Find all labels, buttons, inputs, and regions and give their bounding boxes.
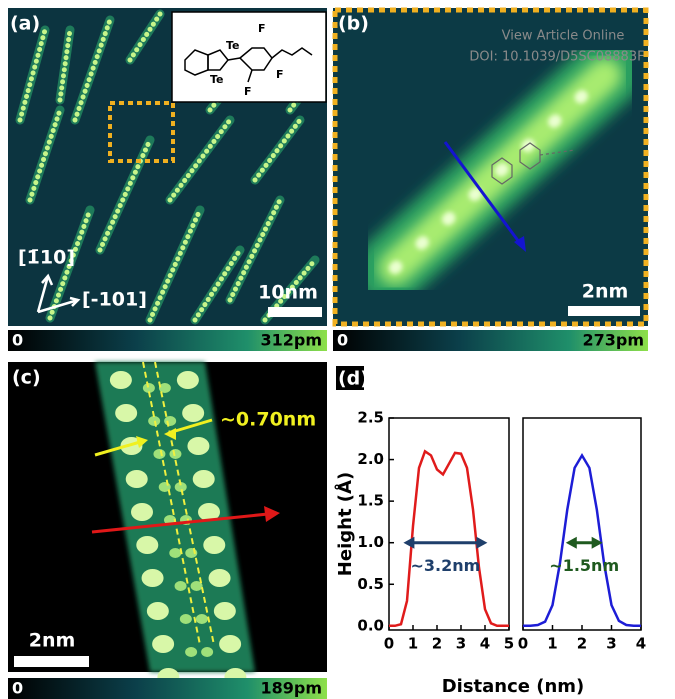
bead [153, 449, 165, 459]
bead [201, 647, 213, 657]
bead [177, 371, 199, 389]
bead [214, 602, 236, 620]
panel-label: (a) [10, 13, 40, 35]
x-tick-label: 4 [636, 635, 646, 653]
scale-bar [268, 307, 322, 317]
atom-label: Te [210, 73, 224, 86]
y-axis-label: Height (Å) [333, 472, 356, 576]
bead [193, 470, 215, 488]
bead [169, 548, 181, 558]
x-tick-label: 2 [432, 635, 442, 653]
atom-label: F [258, 22, 266, 35]
bead [219, 635, 241, 653]
bead [182, 404, 204, 422]
direction-label: [-101] [82, 289, 147, 311]
y-tick-label: 0.5 [357, 575, 384, 593]
panel-c: ~0.70nm (c) 2nm 0 189pm [8, 362, 327, 699]
direction-label: [1̄10] [18, 247, 75, 269]
scale-bar-label: 2nm [29, 630, 76, 652]
width-label: ~3.2nm [410, 556, 480, 575]
x-tick-label: 5 [504, 635, 514, 653]
bead [115, 404, 137, 422]
panel-label: (c) [12, 367, 41, 389]
panel-a: Te Te F F F (a) [1̄10] [-101] 10nm 0 312… [8, 8, 327, 351]
bead [209, 569, 231, 587]
width-label: ~1.5nm [549, 556, 619, 575]
scale-bar-label: 2nm [582, 281, 629, 303]
panel-label: (b) [338, 13, 369, 35]
colorbar-max: 189pm [260, 679, 322, 698]
plot-frame [523, 418, 641, 630]
scale-bar-label: 10nm [258, 282, 318, 304]
x-tick-label: 1 [547, 635, 557, 653]
bead [152, 635, 174, 653]
watermark: DOI: 10.1039/D5SC08883F [469, 50, 644, 65]
atom-label: F [276, 68, 284, 81]
bead [142, 569, 164, 587]
x-axis-label: Distance (nm) [442, 676, 585, 697]
bead [187, 437, 209, 455]
scale-bar [568, 306, 640, 316]
y-tick-label: 2.5 [357, 409, 384, 427]
bead [126, 470, 148, 488]
x-tick-label: 4 [480, 635, 490, 653]
atom-label: Te [226, 39, 240, 52]
bead [110, 371, 132, 389]
x-tick-label: 0 [518, 635, 528, 653]
y-tick-label: 1.5 [357, 492, 384, 510]
bead [175, 581, 187, 591]
y-tick-label: 0.0 [357, 616, 384, 634]
bead [196, 614, 208, 624]
colorbar-min: 0 [12, 331, 23, 350]
x-tick-label: 0 [384, 635, 394, 653]
colorbar-min: 0 [12, 679, 23, 698]
x-tick-label: 3 [456, 635, 466, 653]
bead [164, 416, 176, 426]
spacing-label: ~0.70nm [220, 409, 316, 431]
bead [169, 449, 181, 459]
atom-label: F [244, 85, 252, 98]
y-tick-label: 2.0 [357, 450, 384, 468]
x-tick-label: 3 [606, 635, 616, 653]
x-tick-label: 2 [577, 635, 587, 653]
bead [203, 536, 225, 554]
bead [147, 602, 169, 620]
bead [136, 536, 158, 554]
colorbar-min: 0 [337, 331, 348, 350]
watermark: View Article Online [502, 29, 625, 44]
colorbar-max: 273pm [582, 331, 644, 350]
bead [185, 647, 197, 657]
figure: Te Te F F F (a) [1̄10] [-101] 10nm 0 312… [0, 0, 675, 699]
colorbar-max: 312pm [260, 331, 322, 350]
bead [180, 614, 192, 624]
scale-bar [14, 656, 89, 667]
panel-label: (d) [338, 368, 369, 390]
x-tick-label: 1 [408, 635, 418, 653]
y-tick-label: 1.0 [357, 533, 384, 551]
bead [131, 503, 153, 521]
